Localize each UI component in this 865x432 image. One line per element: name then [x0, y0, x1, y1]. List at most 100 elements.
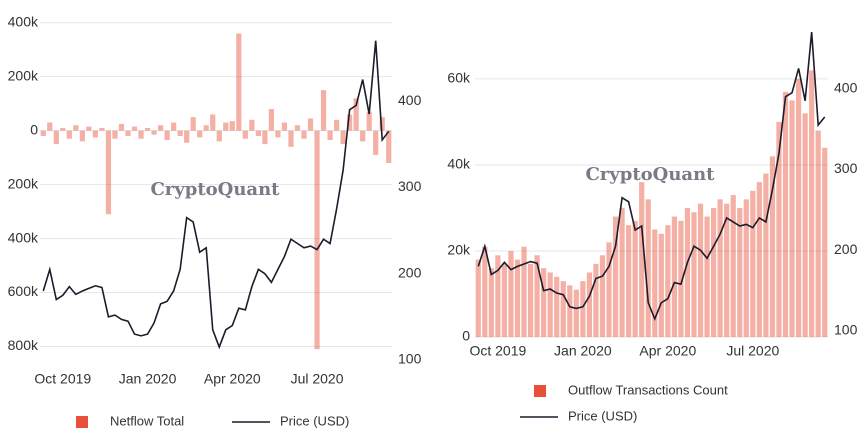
bar: [743, 199, 749, 337]
bar: [275, 130, 281, 138]
bar: [73, 125, 79, 131]
bar: [782, 91, 789, 338]
y-tick-label: 60k: [447, 70, 471, 86]
bar: [99, 127, 105, 131]
bar: [216, 130, 222, 142]
bar: [177, 130, 183, 137]
bar: [353, 98, 359, 131]
bar: [475, 259, 481, 337]
bar: [717, 199, 723, 337]
y2-tick-label: 200: [398, 264, 422, 280]
y2-tick-label: 300: [834, 160, 858, 176]
bar: [53, 130, 59, 145]
bar: [776, 121, 782, 338]
bar: [763, 173, 769, 337]
legend-label: Price (USD): [280, 413, 349, 428]
bar: [288, 130, 294, 147]
bar: [171, 122, 177, 131]
bar: [40, 130, 46, 137]
x-tick-label: Apr 2020: [639, 343, 696, 359]
bar: [750, 190, 756, 337]
y2-tick-label: 400: [834, 79, 858, 95]
bar: [164, 130, 170, 141]
bar: [678, 220, 684, 337]
bar: [314, 130, 320, 350]
price-line: [42, 40, 390, 350]
x-tick-label: Jan 2020: [554, 343, 612, 359]
bar: [665, 225, 671, 337]
bar: [658, 233, 664, 337]
bar: [697, 203, 704, 337]
bar: [573, 289, 579, 337]
bar: [340, 130, 346, 145]
bar: [619, 207, 625, 337]
bar: [373, 130, 379, 155]
bar: [184, 130, 190, 143]
bar: [366, 111, 372, 131]
bar: [645, 199, 651, 337]
bar: [197, 130, 203, 138]
bar: [203, 125, 209, 131]
x-tick-label: Jul 2020: [726, 343, 779, 359]
bar: [157, 125, 164, 131]
bar: [488, 268, 494, 337]
bar: [527, 263, 534, 337]
bar: [294, 125, 301, 131]
bar: [789, 100, 795, 338]
bar: [307, 118, 314, 131]
y2-tick-label: 100: [398, 351, 422, 367]
y-tick-label: 0: [462, 328, 470, 344]
legend-swatch: [534, 385, 546, 397]
bar: [822, 147, 828, 337]
bar: [514, 259, 521, 337]
y-tick-label: 400k: [8, 13, 39, 29]
y2-tick-label: 200: [834, 241, 858, 257]
bar: [320, 90, 327, 131]
bar: [541, 268, 547, 337]
bar: [606, 242, 612, 337]
bar: [79, 130, 85, 142]
y-tick-label: 20k: [447, 242, 471, 258]
bar: [756, 182, 762, 337]
bar: [691, 212, 697, 337]
bar: [521, 246, 527, 337]
watermark: CryptoQuant: [585, 164, 715, 185]
y2-tick-label: 100: [834, 322, 858, 338]
y-tick-label: 0: [30, 121, 38, 137]
bar: [236, 33, 242, 131]
bar: [495, 255, 501, 337]
bar: [151, 130, 157, 135]
bar: [242, 130, 248, 139]
legend-label: Outflow Transactions Count: [568, 382, 728, 397]
x-tick-label: Oct 2019: [469, 343, 526, 359]
x-tick-label: Oct 2019: [34, 371, 91, 387]
bar: [131, 126, 138, 131]
bar: [262, 130, 268, 145]
y2-tick-label: 400: [398, 92, 422, 108]
bar: [769, 156, 776, 337]
bar: [281, 122, 288, 131]
bar: [125, 130, 131, 137]
bar: [737, 207, 743, 337]
bar: [815, 130, 821, 337]
bar: [632, 220, 638, 337]
bar: [118, 123, 125, 131]
bar: [534, 255, 540, 337]
legend-label: Price (USD): [568, 408, 637, 423]
bar: [86, 126, 92, 131]
bar: [508, 250, 514, 337]
bar: [612, 216, 619, 337]
bar: [684, 207, 691, 337]
bar: [379, 117, 385, 131]
bar: [547, 272, 553, 337]
bar: [704, 216, 710, 337]
bar: [347, 114, 353, 131]
y-tick-label: 600k: [8, 283, 39, 299]
y-tick-label: 200k: [8, 175, 39, 191]
bar: [567, 285, 573, 337]
bar: [482, 246, 488, 337]
bar: [501, 263, 508, 337]
y-tick-label: 40k: [447, 156, 471, 172]
bar: [593, 263, 599, 337]
legend-label: Netflow Total: [110, 413, 184, 428]
